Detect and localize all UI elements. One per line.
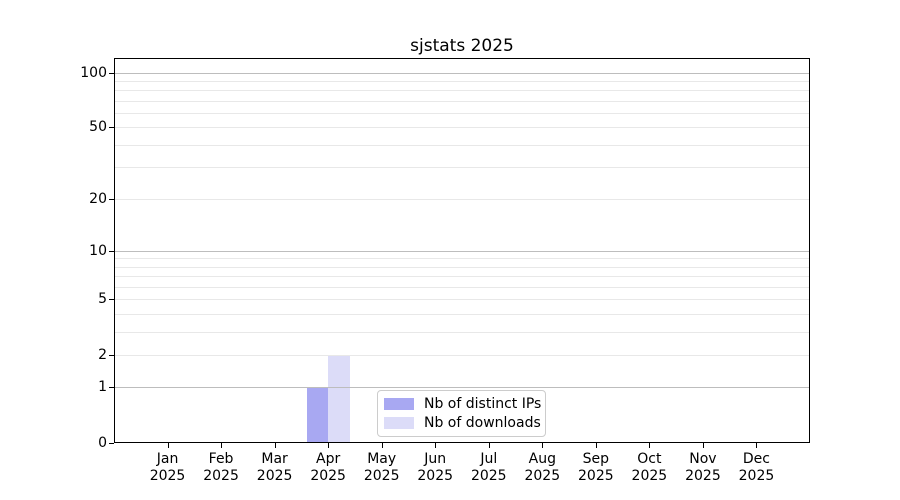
y-tick-label: 5 <box>98 291 107 308</box>
y-gridline-major <box>115 387 809 389</box>
y-gridline-minor <box>115 276 809 278</box>
x-tick-year: 2025 <box>417 468 454 484</box>
x-tick-year: 2025 <box>310 468 346 484</box>
y-tick-label: 100 <box>80 64 107 81</box>
y-gridline-minor <box>115 354 809 356</box>
x-tick-mark <box>702 443 704 448</box>
y-tick-mark <box>109 250 114 252</box>
x-tick-mark <box>756 443 758 448</box>
x-tick-label: Dec 2025 <box>716 451 796 485</box>
y-gridline-minor <box>115 258 809 260</box>
y-tick-label: 2 <box>98 346 107 363</box>
y-tick-label: 1 <box>98 379 107 396</box>
x-tick-label: Aug 2025 <box>502 451 582 485</box>
x-tick-month: May <box>367 451 397 467</box>
y-tick-mark <box>109 198 114 200</box>
y-tick-label: 50 <box>89 119 107 136</box>
x-tick-mark <box>381 443 383 448</box>
y-gridline-minor <box>115 144 809 146</box>
legend-item-distinct-ips: Nb of distinct IPs <box>384 396 542 412</box>
y-tick-mark <box>109 72 114 74</box>
x-tick-label: Apr 2025 <box>288 451 368 485</box>
x-tick-label: Feb 2025 <box>181 451 261 485</box>
x-tick-mark <box>328 443 330 448</box>
bar-apr-distinct-ips <box>306 387 329 442</box>
y-tick-label: 10 <box>89 242 107 259</box>
y-gridline-minor <box>115 266 809 268</box>
x-tick-year: 2025 <box>738 468 775 484</box>
legend-label-distinct-ips: Nb of distinct IPs <box>424 396 542 412</box>
x-tick-month: Oct <box>637 451 662 467</box>
x-tick-label: Nov 2025 <box>663 451 743 485</box>
y-gridline-minor <box>115 167 809 169</box>
x-tick-month: Sep <box>582 451 610 467</box>
x-tick-label: Sep 2025 <box>556 451 636 485</box>
y-gridline-minor <box>115 299 809 301</box>
y-gridline-minor <box>115 112 809 114</box>
x-tick-label: Oct 2025 <box>609 451 689 485</box>
y-gridline-minor <box>115 286 809 288</box>
x-tick-month: Jul <box>480 451 498 467</box>
y-tick-mark <box>109 387 114 389</box>
y-gridline-minor <box>115 90 809 92</box>
x-tick-mark <box>488 443 490 448</box>
x-tick-label: Jan 2025 <box>128 451 208 485</box>
y-gridline-major <box>115 72 809 74</box>
x-tick-mark <box>435 443 437 448</box>
y-tick-mark <box>109 299 114 301</box>
x-tick-month: Dec <box>742 451 770 467</box>
x-tick-year: 2025 <box>149 468 186 484</box>
x-tick-mark <box>649 443 651 448</box>
plot-area <box>114 58 810 443</box>
x-tick-year: 2025 <box>578 468 614 484</box>
y-gridline-minor <box>115 100 809 102</box>
y-tick-mark <box>109 443 114 444</box>
x-tick-month: Feb <box>208 451 234 467</box>
y-tick-label: 0 <box>98 435 107 451</box>
legend-swatch-distinct-ips <box>384 398 414 410</box>
bar-apr-downloads <box>328 354 350 442</box>
x-tick-month: Jun <box>424 451 447 467</box>
x-tick-year: 2025 <box>524 468 561 484</box>
y-gridline-minor <box>115 313 809 315</box>
y-gridline-minor <box>115 80 809 82</box>
y-gridline-minor <box>115 127 809 129</box>
y-tick-label: 20 <box>89 190 107 207</box>
x-tick-mark <box>595 443 597 448</box>
x-tick-month: Mar <box>261 451 288 467</box>
y-tick-mark <box>109 127 114 129</box>
x-tick-label: Mar 2025 <box>235 451 315 485</box>
y-gridline-minor <box>115 331 809 333</box>
chart-title: sjstats 2025 <box>410 36 514 56</box>
x-tick-month: Apr <box>316 451 341 467</box>
x-tick-year: 2025 <box>203 468 239 484</box>
legend-label-downloads: Nb of downloads <box>424 415 541 431</box>
legend-item-downloads: Nb of downloads <box>384 415 541 431</box>
x-tick-year: 2025 <box>631 468 668 484</box>
legend: Nb of distinct IPs Nb of downloads <box>377 390 546 437</box>
y-tick-mark <box>109 354 114 356</box>
y-gridline-minor <box>115 198 809 200</box>
legend-swatch-downloads <box>384 417 414 429</box>
x-tick-label: May 2025 <box>342 451 422 485</box>
x-tick-month: Aug <box>528 451 556 467</box>
x-tick-year: 2025 <box>363 468 400 484</box>
x-tick-year: 2025 <box>685 468 721 484</box>
x-tick-month: Jan <box>156 451 179 467</box>
x-tick-mark <box>221 443 223 448</box>
x-tick-year: 2025 <box>256 468 293 484</box>
x-tick-month: Nov <box>689 451 717 467</box>
x-tick-label: Jun 2025 <box>395 451 475 485</box>
x-tick-mark <box>167 443 169 448</box>
x-tick-year: 2025 <box>470 468 507 484</box>
x-tick-mark <box>274 443 276 448</box>
x-tick-mark <box>542 443 544 448</box>
x-tick-label: Jul 2025 <box>449 451 529 485</box>
y-gridline-major <box>115 250 809 252</box>
